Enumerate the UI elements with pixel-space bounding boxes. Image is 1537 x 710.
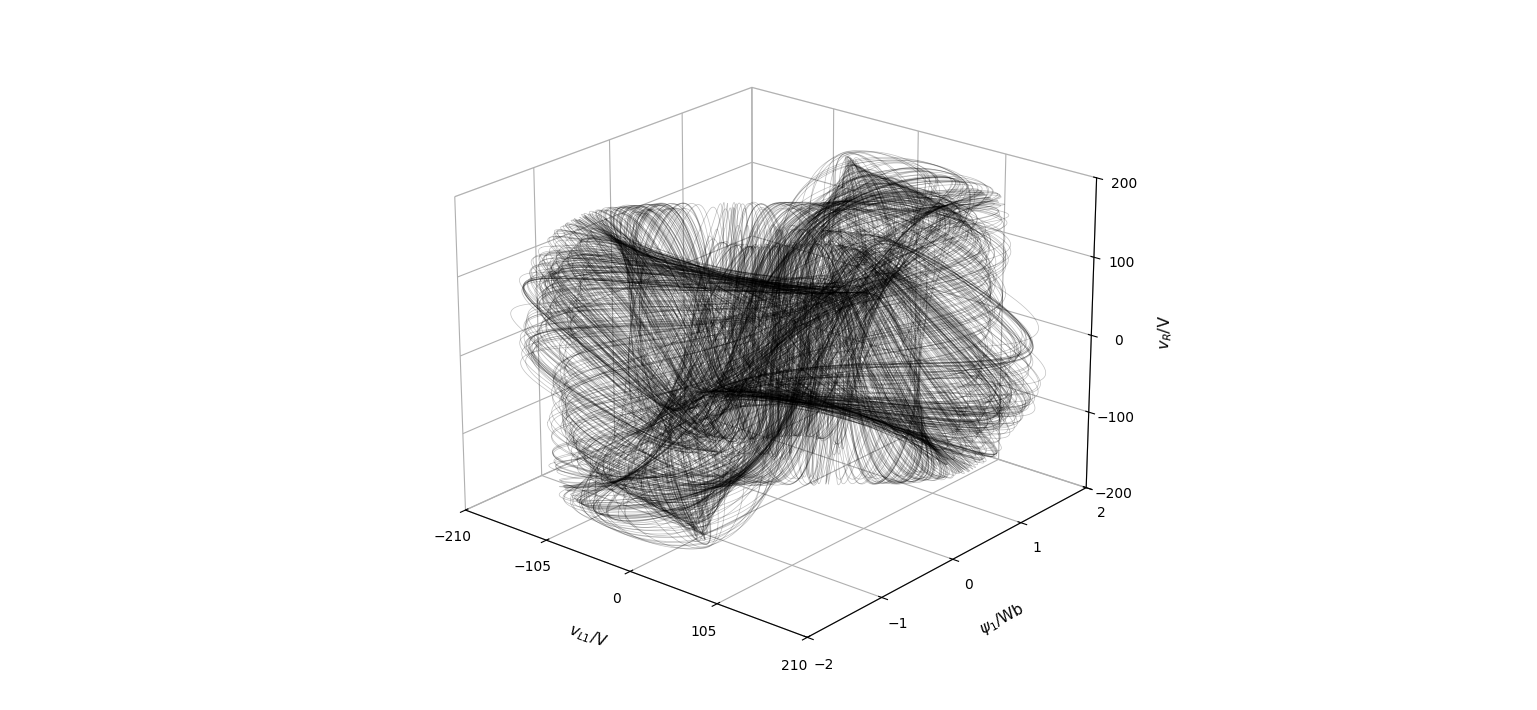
X-axis label: $v_{L1}$/V: $v_{L1}$/V xyxy=(566,620,610,652)
Y-axis label: $\psi_1$/Wb: $\psi_1$/Wb xyxy=(976,600,1028,640)
